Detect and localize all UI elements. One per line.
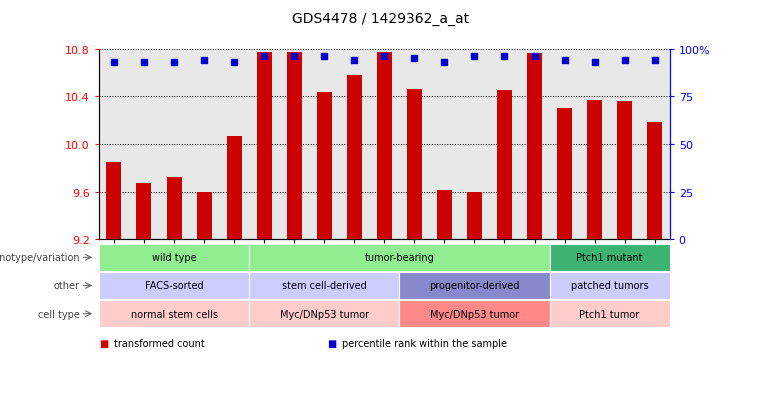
Bar: [287, 53, 301, 240]
Bar: [647, 123, 662, 240]
Point: [468, 54, 480, 60]
Text: tumor-bearing: tumor-bearing: [365, 253, 435, 263]
Text: stem cell-derived: stem cell-derived: [282, 281, 367, 291]
Text: wild type: wild type: [151, 253, 196, 263]
Point: [378, 54, 390, 60]
Bar: [167, 178, 182, 240]
Text: Ptch1 tumor: Ptch1 tumor: [579, 309, 640, 319]
Text: normal stem cells: normal stem cells: [131, 309, 218, 319]
Text: cell type: cell type: [38, 309, 80, 319]
Point: [168, 59, 180, 66]
Text: patched tumors: patched tumors: [571, 281, 648, 291]
Point: [559, 58, 571, 64]
Point: [228, 59, 240, 66]
Text: percentile rank within the sample: percentile rank within the sample: [342, 338, 508, 348]
Bar: [347, 76, 361, 240]
Bar: [317, 93, 332, 240]
Bar: [196, 192, 212, 240]
Point: [438, 59, 451, 66]
Bar: [107, 162, 122, 240]
Bar: [467, 192, 482, 240]
Text: genotype/variation: genotype/variation: [0, 253, 80, 263]
Bar: [437, 191, 452, 240]
Point: [318, 54, 330, 60]
Bar: [136, 184, 151, 240]
Bar: [227, 136, 242, 240]
Point: [349, 58, 361, 64]
Bar: [557, 109, 572, 240]
Point: [258, 54, 270, 60]
Point: [528, 54, 540, 60]
Text: other: other: [54, 281, 80, 291]
Point: [288, 54, 301, 60]
Bar: [377, 53, 392, 240]
Bar: [256, 53, 272, 240]
Bar: [587, 101, 602, 240]
Text: transformed count: transformed count: [114, 338, 205, 348]
Point: [648, 58, 661, 64]
Text: progenitor-derived: progenitor-derived: [429, 281, 520, 291]
Point: [588, 59, 600, 66]
Bar: [407, 90, 422, 240]
Point: [408, 56, 420, 62]
Bar: [497, 91, 512, 240]
Text: GDS4478 / 1429362_a_at: GDS4478 / 1429362_a_at: [292, 12, 469, 26]
Text: ■: ■: [327, 338, 336, 348]
Point: [138, 59, 150, 66]
Text: ■: ■: [99, 338, 108, 348]
Bar: [617, 102, 632, 240]
Point: [108, 59, 120, 66]
Point: [198, 58, 210, 64]
Point: [498, 54, 511, 60]
Bar: [527, 55, 542, 240]
Text: Ptch1 mutant: Ptch1 mutant: [576, 253, 643, 263]
Text: Myc/DNp53 tumor: Myc/DNp53 tumor: [279, 309, 369, 319]
Text: Myc/DNp53 tumor: Myc/DNp53 tumor: [430, 309, 519, 319]
Text: FACS-sorted: FACS-sorted: [145, 281, 203, 291]
Point: [619, 58, 631, 64]
